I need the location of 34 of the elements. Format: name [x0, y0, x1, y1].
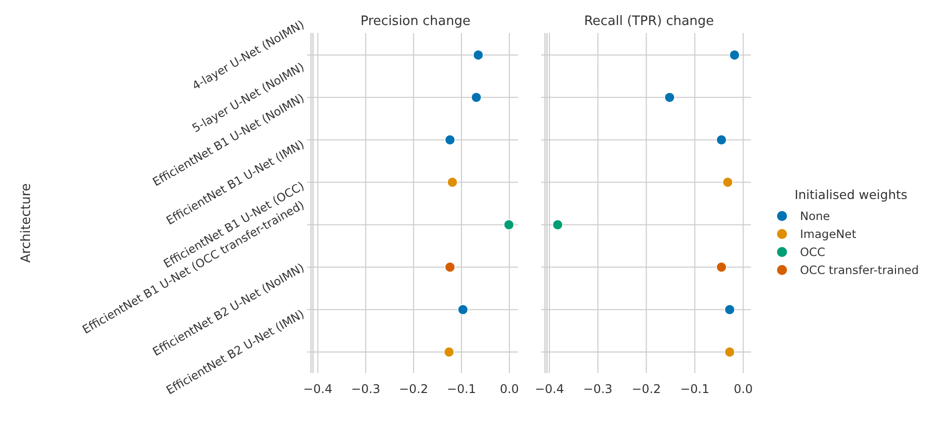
point: [444, 346, 454, 358]
point: [470, 92, 482, 103]
point: [724, 304, 736, 315]
legend-label: OCC: [800, 245, 826, 259]
point: [444, 262, 456, 273]
x-tick-label: 0.0: [500, 382, 519, 396]
point: [716, 262, 727, 273]
legend-label: OCC transfer-trained: [800, 263, 919, 277]
x-tick-label: −0.4: [534, 382, 564, 396]
x-tick-label: 0.0: [734, 382, 753, 396]
x-tick-label: −0.2: [632, 382, 661, 396]
chart-title: Precision change: [360, 14, 470, 29]
x-tick-label: −0.3: [351, 382, 380, 396]
x-tick-label: −0.1: [446, 382, 476, 396]
point: [729, 50, 740, 60]
point: [552, 219, 564, 230]
point: [458, 304, 468, 315]
point: [446, 176, 458, 188]
point: [504, 219, 514, 230]
point: [664, 92, 675, 103]
point: [716, 134, 727, 146]
x-tick-label: −0.1: [680, 382, 710, 396]
x-tick-label: −0.2: [399, 382, 428, 396]
point: [444, 134, 456, 146]
legend-title: Initialised weights: [794, 187, 908, 202]
chart-title: Recall (TPR) change: [584, 14, 714, 29]
x-tick-label: −0.3: [583, 382, 612, 396]
legend-label: ImageNet: [800, 227, 857, 241]
point: [724, 346, 736, 358]
y-axis-title: Architecture: [19, 183, 34, 263]
x-tick-label: −0.4: [303, 382, 332, 396]
legend-label: None: [800, 209, 830, 223]
point: [472, 50, 484, 60]
point: [722, 176, 734, 188]
